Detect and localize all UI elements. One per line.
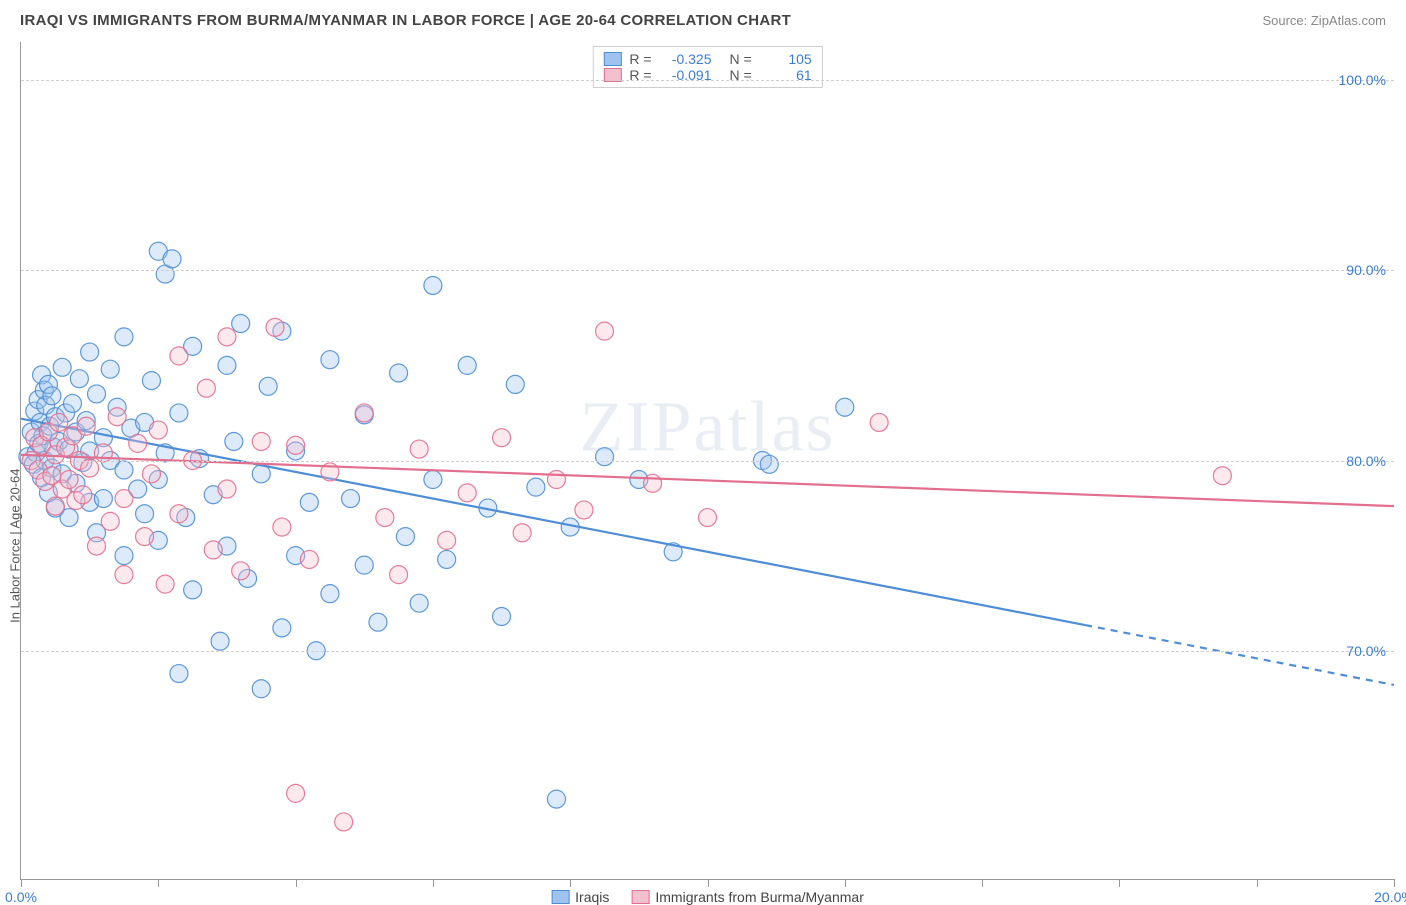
swatch-burma	[631, 890, 649, 904]
x-tick	[433, 879, 434, 887]
swatch-iraqis	[551, 890, 569, 904]
r-value-iraqis: -0.325	[660, 51, 712, 67]
n-value-iraqis: 105	[760, 51, 812, 67]
gridline	[21, 270, 1394, 271]
x-tick	[1257, 879, 1258, 887]
chart-title: IRAQI VS IMMIGRANTS FROM BURMA/MYANMAR I…	[20, 12, 791, 29]
legend-row-iraqis: R = -0.325 N = 105	[603, 51, 811, 67]
chart-area: In Labor Force | Age 20-64 ZIPatlas R = …	[20, 42, 1394, 880]
x-tick-label: 0.0%	[5, 889, 37, 905]
source-attribution: Source: ZipAtlas.com	[1262, 13, 1386, 28]
y-tick-label: 80.0%	[1346, 453, 1386, 469]
gridline	[21, 461, 1394, 462]
gridline	[21, 80, 1394, 81]
x-tick	[1394, 879, 1395, 887]
legend-label-burma: Immigrants from Burma/Myanmar	[655, 889, 863, 905]
x-tick-label: 20.0%	[1374, 889, 1406, 905]
x-tick	[1119, 879, 1120, 887]
legend-item-burma: Immigrants from Burma/Myanmar	[631, 889, 863, 905]
swatch-iraqis	[603, 52, 621, 66]
y-tick-label: 70.0%	[1346, 643, 1386, 659]
legend-label-iraqis: Iraqis	[575, 889, 609, 905]
y-tick-label: 90.0%	[1346, 262, 1386, 278]
x-tick	[982, 879, 983, 887]
correlation-legend: R = -0.325 N = 105 R = -0.091 N = 61	[592, 46, 822, 88]
r-label: R =	[629, 51, 651, 67]
x-tick	[296, 879, 297, 887]
gridline	[21, 651, 1394, 652]
x-tick	[21, 879, 22, 887]
x-tick	[570, 879, 571, 887]
series-legend: Iraqis Immigrants from Burma/Myanmar	[551, 889, 864, 905]
x-tick	[158, 879, 159, 887]
n-label: N =	[730, 51, 752, 67]
x-tick	[845, 879, 846, 887]
legend-item-iraqis: Iraqis	[551, 889, 609, 905]
x-tick	[708, 879, 709, 887]
y-tick-label: 100.0%	[1339, 72, 1386, 88]
